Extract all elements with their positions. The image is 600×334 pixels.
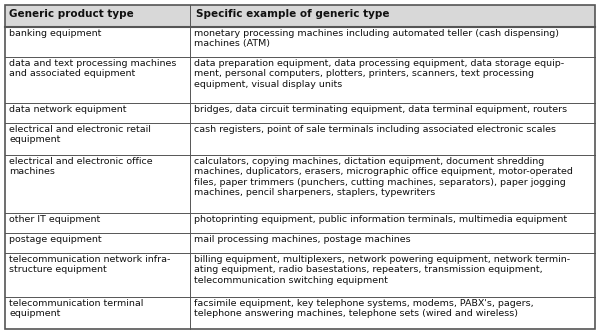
Text: other IT equipment: other IT equipment	[9, 215, 100, 224]
Text: data and text processing machines
and associated equipment: data and text processing machines and as…	[9, 59, 176, 78]
Text: electrical and electronic retail
equipment: electrical and electronic retail equipme…	[9, 125, 151, 144]
Text: billing equipment, multiplexers, network powering equipment, network termin-
ati: billing equipment, multiplexers, network…	[194, 255, 570, 285]
Text: monetary processing machines including automated teller (cash dispensing)
machin: monetary processing machines including a…	[194, 29, 559, 48]
Text: bridges, data circuit terminating equipment, data terminal equipment, routers: bridges, data circuit terminating equipm…	[194, 105, 567, 114]
Text: photoprinting equipment, public information terminals, multimedia equipment: photoprinting equipment, public informat…	[194, 215, 567, 224]
Text: telecommunication terminal
equipment: telecommunication terminal equipment	[9, 299, 143, 318]
Text: electrical and electronic office
machines: electrical and electronic office machine…	[9, 157, 152, 176]
Text: data network equipment: data network equipment	[9, 105, 127, 114]
Text: telecommunication network infra-
structure equipment: telecommunication network infra- structu…	[9, 255, 170, 275]
Text: postage equipment: postage equipment	[9, 235, 101, 244]
Text: banking equipment: banking equipment	[9, 29, 101, 38]
Text: data preparation equipment, data processing equipment, data storage equip-
ment,: data preparation equipment, data process…	[194, 59, 564, 89]
Text: Generic product type: Generic product type	[9, 9, 134, 19]
Text: mail processing machines, postage machines: mail processing machines, postage machin…	[194, 235, 410, 244]
Text: calculators, copying machines, dictation equipment, document shredding
machines,: calculators, copying machines, dictation…	[194, 157, 573, 197]
Text: facsimile equipment, key telephone systems, modems, PABX's, pagers,
telephone an: facsimile equipment, key telephone syste…	[194, 299, 533, 318]
Bar	[5, 5, 595, 27]
Text: Specific example of generic type: Specific example of generic type	[196, 9, 389, 19]
Text: cash registers, point of sale terminals including associated electronic scales: cash registers, point of sale terminals …	[194, 125, 556, 134]
